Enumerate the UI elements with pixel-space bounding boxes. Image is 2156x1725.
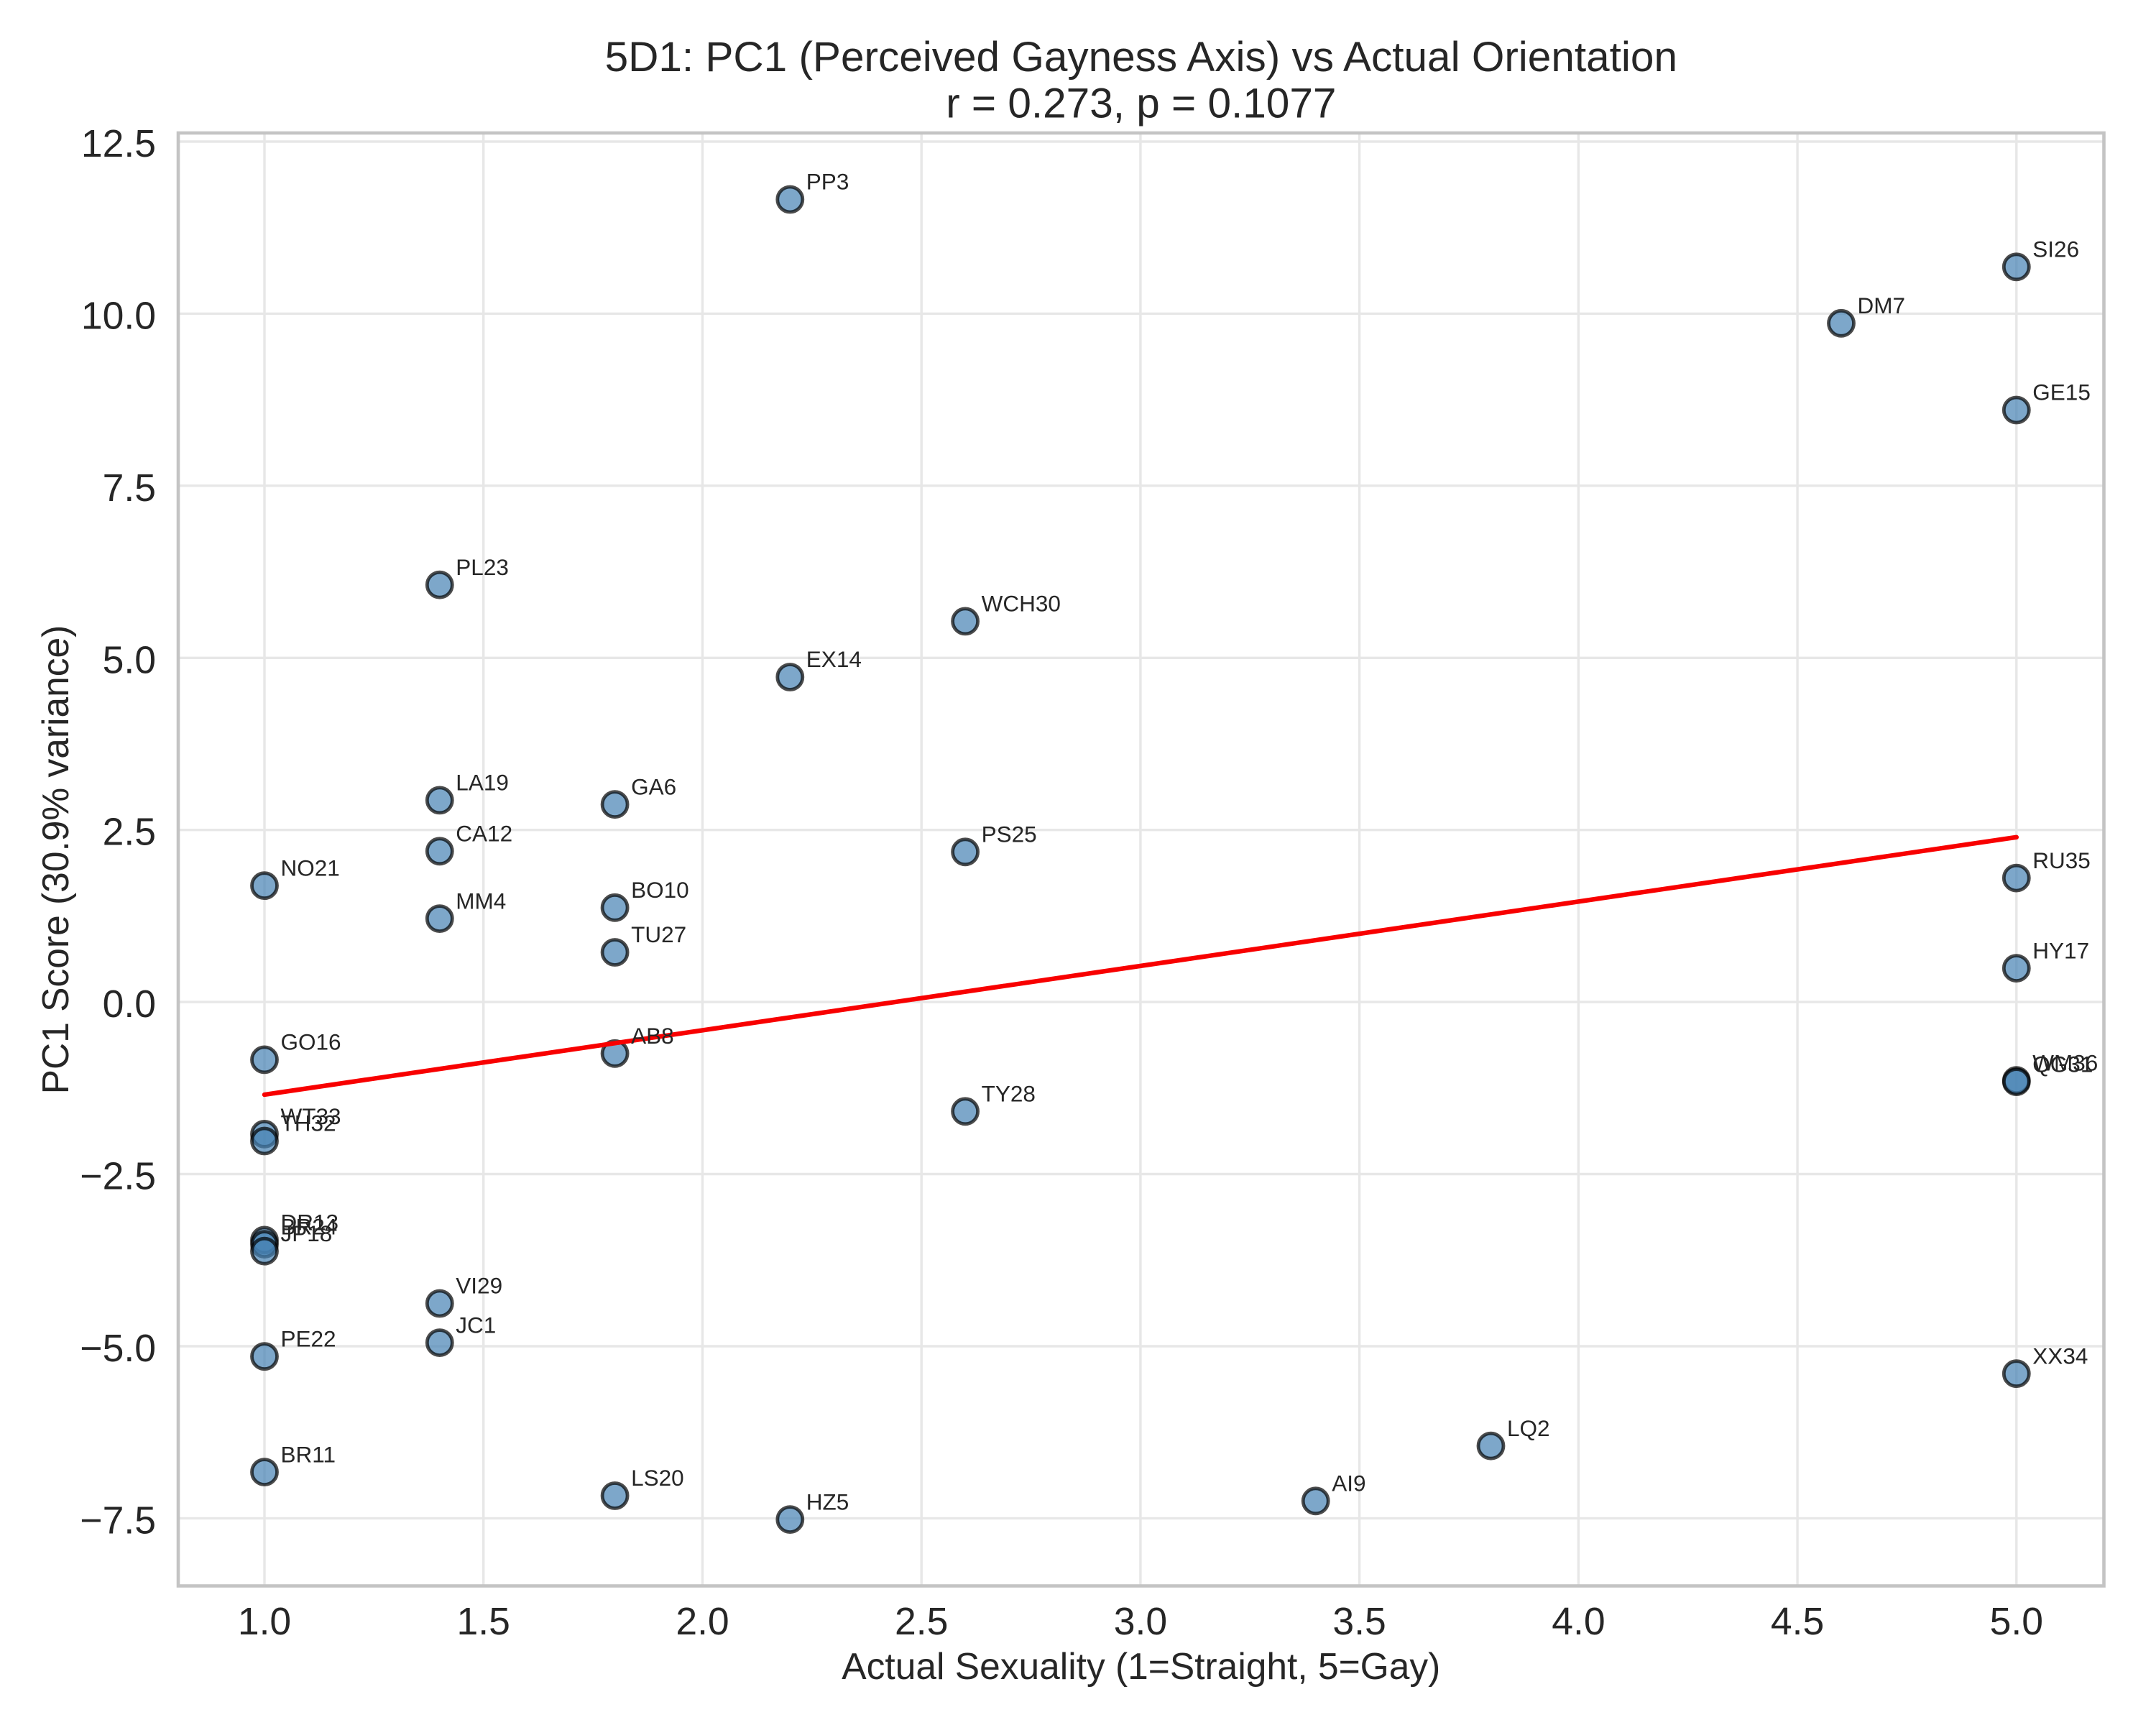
svg-text:BO10: BO10 <box>631 877 689 903</box>
svg-text:MM4: MM4 <box>456 888 506 914</box>
svg-text:DR13: DR13 <box>281 1210 339 1236</box>
svg-text:AI9: AI9 <box>1332 1471 1365 1496</box>
svg-text:JP18: JP18 <box>281 1220 333 1246</box>
svg-text:2.5: 2.5 <box>895 1601 948 1643</box>
svg-text:7.5: 7.5 <box>103 467 156 510</box>
svg-text:LS20: LS20 <box>631 1465 684 1491</box>
svg-text:Actual Sexuality (1=Straight,: Actual Sexuality (1=Straight, 5=Gay) <box>842 1645 1440 1687</box>
svg-text:3.0: 3.0 <box>1114 1601 1167 1643</box>
svg-text:−7.5: −7.5 <box>80 1499 156 1542</box>
svg-text:QG31: QG31 <box>2032 1051 2093 1077</box>
svg-text:2.0: 2.0 <box>676 1601 729 1643</box>
svg-text:WCH30: WCH30 <box>982 591 1061 617</box>
svg-text:1.0: 1.0 <box>238 1601 291 1643</box>
svg-text:r = 0.273, p = 0.1077: r = 0.273, p = 0.1077 <box>946 80 1336 127</box>
svg-text:GA6: GA6 <box>631 773 676 799</box>
svg-text:HZ5: HZ5 <box>806 1489 849 1514</box>
svg-text:0.0: 0.0 <box>103 983 156 1026</box>
svg-text:TU27: TU27 <box>631 921 686 947</box>
svg-text:5.0: 5.0 <box>1990 1601 2043 1643</box>
svg-text:JC1: JC1 <box>456 1312 496 1338</box>
svg-text:4.5: 4.5 <box>1771 1601 1824 1643</box>
svg-text:BR11: BR11 <box>281 1441 336 1467</box>
svg-text:PL23: PL23 <box>456 554 509 580</box>
svg-text:−2.5: −2.5 <box>80 1156 156 1198</box>
svg-text:WT33: WT33 <box>281 1103 341 1129</box>
svg-text:SI26: SI26 <box>2032 236 2079 262</box>
svg-text:LQ2: LQ2 <box>1507 1415 1550 1441</box>
svg-text:10.0: 10.0 <box>81 295 156 337</box>
svg-text:AB8: AB8 <box>631 1023 674 1049</box>
svg-text:TY28: TY28 <box>982 1081 1036 1107</box>
svg-text:RU35: RU35 <box>2032 847 2091 873</box>
svg-text:CA12: CA12 <box>456 821 512 847</box>
svg-text:LA19: LA19 <box>456 770 509 796</box>
svg-text:12.5: 12.5 <box>81 123 156 165</box>
svg-text:PE22: PE22 <box>281 1325 336 1351</box>
svg-text:WM36: WM36 <box>2032 1049 2098 1075</box>
svg-text:3.5: 3.5 <box>1332 1601 1386 1643</box>
svg-text:EX14: EX14 <box>806 646 862 672</box>
svg-text:4.0: 4.0 <box>1552 1601 1605 1643</box>
svg-text:1.5: 1.5 <box>457 1601 510 1643</box>
svg-text:XX34: XX34 <box>2032 1343 2088 1368</box>
svg-text:TH32: TH32 <box>281 1110 336 1136</box>
svg-text:NO21: NO21 <box>281 855 340 880</box>
svg-text:DM7: DM7 <box>1858 293 1906 318</box>
svg-text:5.0: 5.0 <box>103 639 156 681</box>
svg-text:VI29: VI29 <box>456 1273 502 1299</box>
svg-text:5D1: PC1 (Perceived Gayness Ax: 5D1: PC1 (Perceived Gayness Axis) vs Act… <box>605 34 1677 80</box>
svg-text:−5.0: −5.0 <box>80 1328 156 1370</box>
svg-text:HY17: HY17 <box>2032 937 2089 963</box>
svg-text:PS25: PS25 <box>982 822 1037 847</box>
svg-text:BR24: BR24 <box>281 1213 338 1239</box>
svg-text:GO16: GO16 <box>281 1029 341 1055</box>
svg-text:GE15: GE15 <box>2032 380 2091 405</box>
svg-text:2.5: 2.5 <box>103 811 156 854</box>
svg-text:PP3: PP3 <box>806 169 849 195</box>
svg-text:PC1 Score (30.9% variance): PC1 Score (30.9% variance) <box>34 625 76 1095</box>
